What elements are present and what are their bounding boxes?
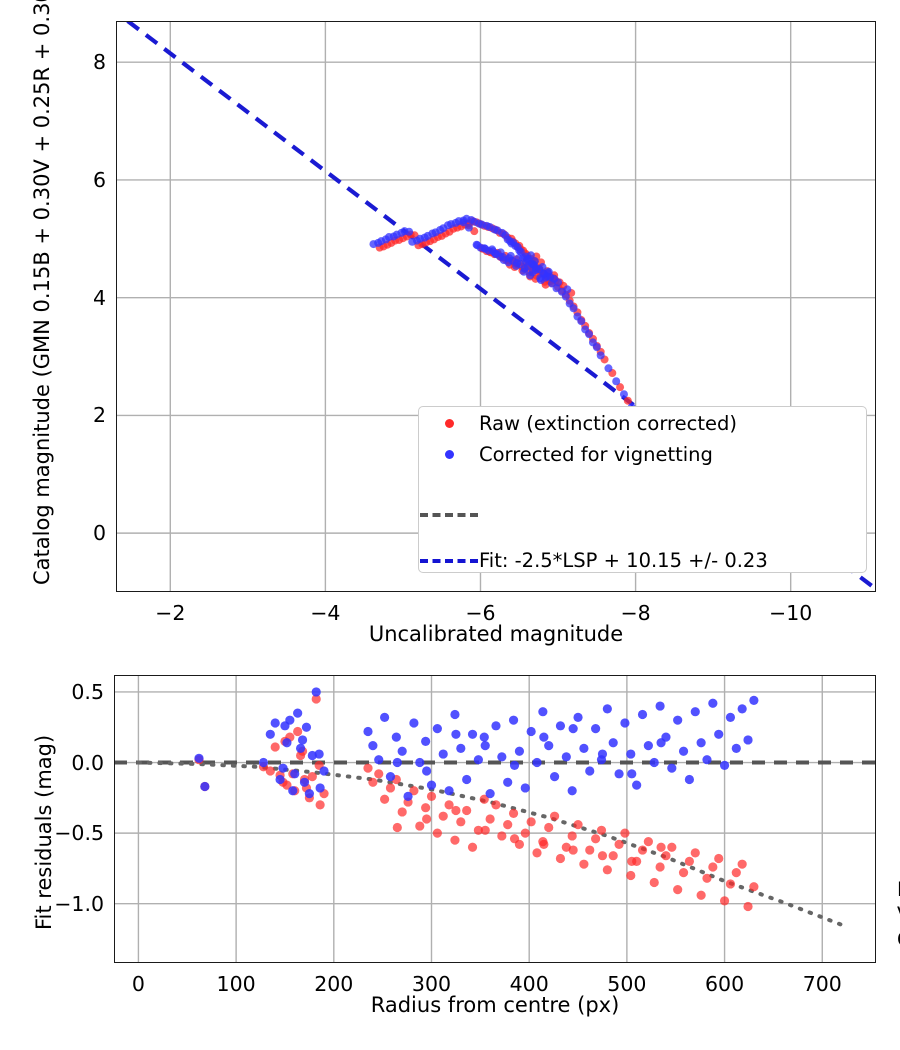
legend-dash-platepar-icon: [419, 507, 479, 523]
lower-xtick-label: 600: [704, 972, 745, 996]
upper-ytick-label: 6: [92, 167, 106, 192]
lower-plot-canvas: [114, 675, 876, 963]
residual-series: [194, 694, 759, 912]
legend-label-platepar-line2: Vignetting coeff = 0.00100: [897, 902, 900, 927]
legend-label-platepar-line3: Gamma = 1.00: [897, 927, 900, 952]
legend-label-platepar-line1: Platepar: -2.5*LSP + 10.15 +/- 0.21: [897, 877, 900, 902]
lower-xtick-label: 400: [509, 972, 549, 996]
legend-dash-fit-icon: [419, 553, 479, 569]
lower-ytick-label: 0.5: [71, 679, 104, 704]
legend-marker-corrected-icon: [419, 447, 479, 463]
lower-xtick-label: 500: [607, 972, 647, 996]
lower-xtick-label: 200: [314, 972, 354, 996]
lower-x-axis-label: Radius from centre (px): [370, 993, 620, 1017]
lower-ytick-label: 0.0: [71, 750, 104, 775]
upper-xtick-label: −6: [465, 601, 496, 625]
lower-xtick-label: 0: [131, 972, 145, 996]
legend-marker-raw-icon: [419, 416, 479, 432]
lower-xtick-label: 700: [802, 972, 842, 996]
residual-series: [194, 687, 759, 802]
upper-ytick-label: 8: [92, 50, 106, 75]
upper-ytick-label: 2: [92, 403, 106, 428]
legend-entry-platepar: [419, 507, 479, 523]
lower-ytick-label: −0.5: [54, 821, 104, 846]
upper-ytick-label: 4: [92, 285, 106, 310]
legend-entry-fit: Fit: -2.5*LSP + 10.15 +/- 0.23: [419, 551, 768, 571]
lower-xtick-label: 100: [216, 972, 256, 996]
legend-label-fit: Fit: -2.5*LSP + 10.15 +/- 0.23: [479, 549, 768, 572]
legend-entry-raw: Raw (extinction corrected): [419, 414, 737, 434]
fit-residuals-plot: [114, 675, 876, 963]
upper-plot-legend: Raw (extinction corrected) Corrected for…: [418, 406, 900, 951]
legend-label-raw: Raw (extinction corrected): [479, 412, 737, 435]
upper-xtick-label: −8: [620, 601, 651, 625]
legend-entry-corrected: Corrected for vignetting: [419, 445, 713, 465]
upper-y-axis-label: Catalog magnitude (GMN 0.15B + 0.30V + 0…: [30, 0, 54, 585]
upper-xtick-label: −10: [769, 601, 813, 625]
upper-ytick-label: 0: [92, 521, 106, 546]
upper-x-axis-label: Uncalibrated magnitude: [368, 622, 624, 646]
upper-xtick-label: −4: [310, 601, 341, 625]
upper-xtick-label: −2: [155, 601, 186, 625]
lower-xtick-label: 300: [411, 972, 452, 996]
lower-ytick-label: −1.0: [54, 891, 104, 916]
legend-label-corrected: Corrected for vignetting: [479, 443, 713, 466]
